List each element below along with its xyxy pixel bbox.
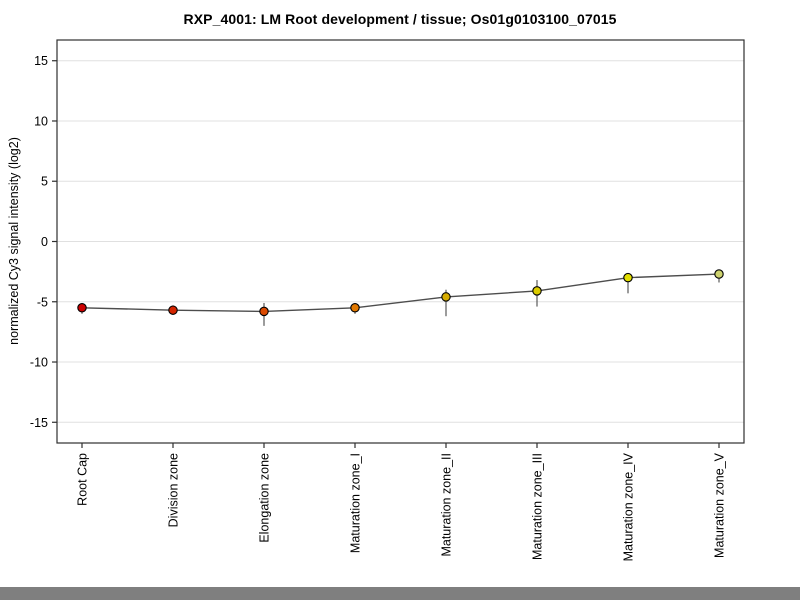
y-tick-label: 0: [41, 235, 48, 249]
data-point: [532, 286, 542, 296]
x-category-label: Maturation zone_IV: [622, 452, 636, 561]
x-category-label: Maturation zone_II: [440, 453, 454, 557]
series-line: [81, 273, 720, 313]
data-point: [259, 306, 269, 317]
x-category-label: Division zone: [167, 453, 181, 527]
y-tick-label: -15: [30, 416, 48, 430]
x-category-label: Maturation zone_V: [713, 452, 727, 558]
x-category-label: Maturation zone_I: [349, 453, 363, 553]
y-tick-label: 15: [34, 54, 48, 68]
y-tick-label: -10: [30, 356, 48, 370]
x-category-label: Maturation zone_III: [531, 453, 545, 560]
data-point: [441, 292, 451, 302]
y-tick-label: -5: [37, 295, 48, 309]
x-category-label: Root Cap: [76, 453, 90, 506]
data-point: [168, 305, 178, 315]
data-point: [623, 272, 633, 283]
footer-strip: [0, 587, 800, 600]
data-point: [350, 303, 360, 313]
data-point: [77, 303, 87, 313]
x-category-label: Elongation zone: [258, 453, 272, 543]
chart-title: RXP_4001: LM Root development / tissue; …: [183, 11, 617, 27]
data-point: [714, 269, 724, 279]
y-tick-label: 5: [41, 175, 48, 189]
y-tick-label: 10: [34, 114, 48, 128]
